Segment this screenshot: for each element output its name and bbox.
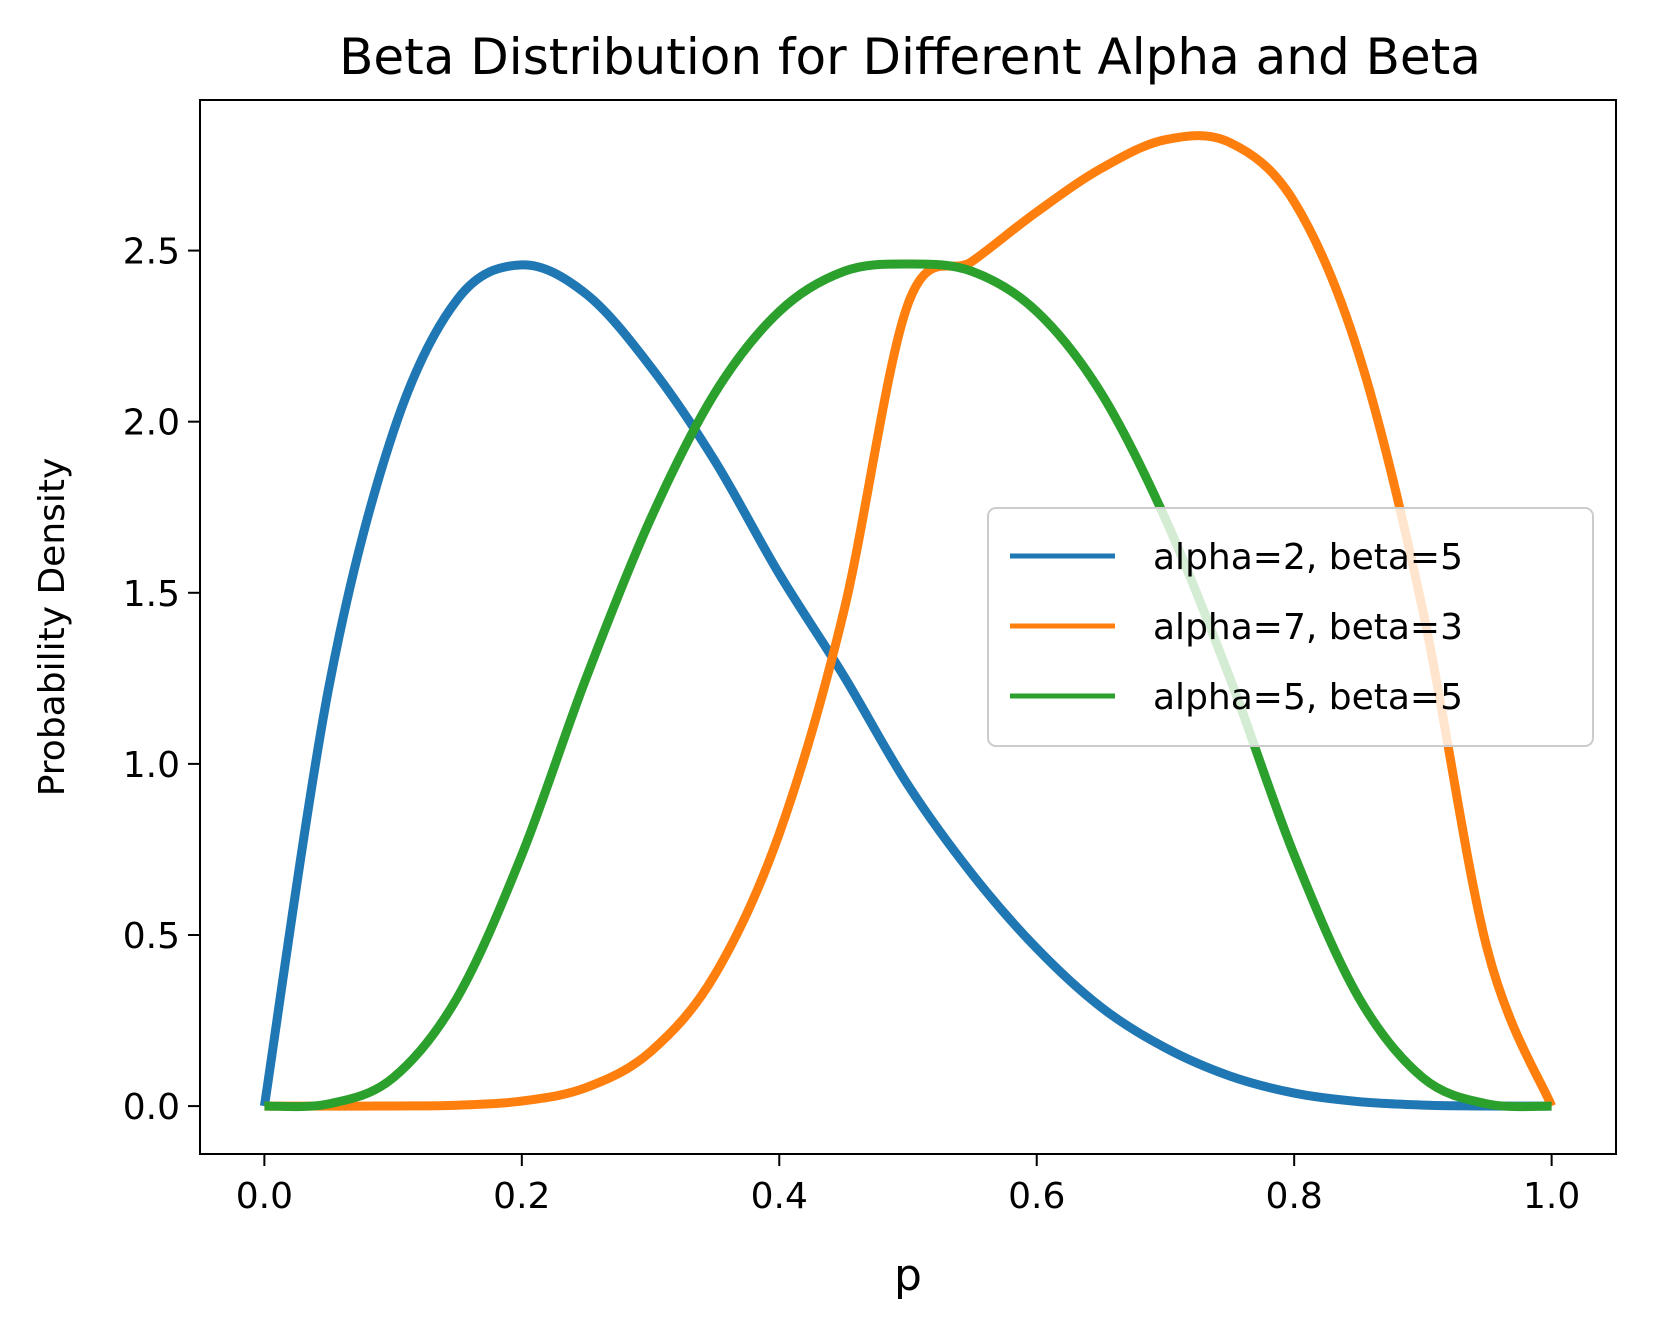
y-tick-label: 0.0: [123, 1087, 180, 1128]
legend-label-3: alpha=5, beta=5: [1153, 677, 1463, 718]
series-line-1: [259, 260, 1552, 1111]
legend-label-2: alpha=7, beta=3: [1153, 607, 1463, 648]
y-tick-label: 1.0: [123, 745, 180, 786]
series-group: [259, 131, 1556, 1112]
x-axis-label: p: [894, 1250, 922, 1301]
legend-items: alpha=2, beta=5 alpha=7, beta=3 alpha=5, b…: [1010, 537, 1463, 718]
x-tick-label: 1.0: [1523, 1176, 1580, 1217]
y-tick-label: 1.5: [123, 574, 180, 615]
x-tick-label: 0.2: [493, 1176, 550, 1217]
legend-frame: [987, 507, 1594, 747]
legend: alpha=2, beta=5 alpha=7, beta=3 alpha=5, b…: [987, 507, 1594, 747]
y-tick-label: 2.0: [123, 403, 180, 444]
y-tick-label: 2.5: [123, 232, 180, 273]
x-tick-label: 0.0: [236, 1176, 293, 1217]
x-tick-label: 0.8: [1266, 1176, 1323, 1217]
legend-label-1: alpha=2, beta=5: [1153, 537, 1463, 578]
y-tick-label: 0.5: [123, 916, 180, 957]
series-line-2: [264, 131, 1556, 1111]
y-axis-label: Probability Density: [32, 458, 73, 797]
series-line-3: [264, 259, 1552, 1112]
x-tick-label: 0.4: [751, 1176, 808, 1217]
y-axis-ticks: 0.0 0.5 1.0 1.5 2.0 2.5: [123, 232, 200, 1128]
chart-title: Beta Distribution for Different Alpha an…: [339, 28, 1481, 86]
x-tick-label: 0.6: [1008, 1176, 1065, 1217]
x-axis-ticks: 0.0 0.2 0.4 0.6 0.8 1.0: [236, 1154, 1580, 1217]
